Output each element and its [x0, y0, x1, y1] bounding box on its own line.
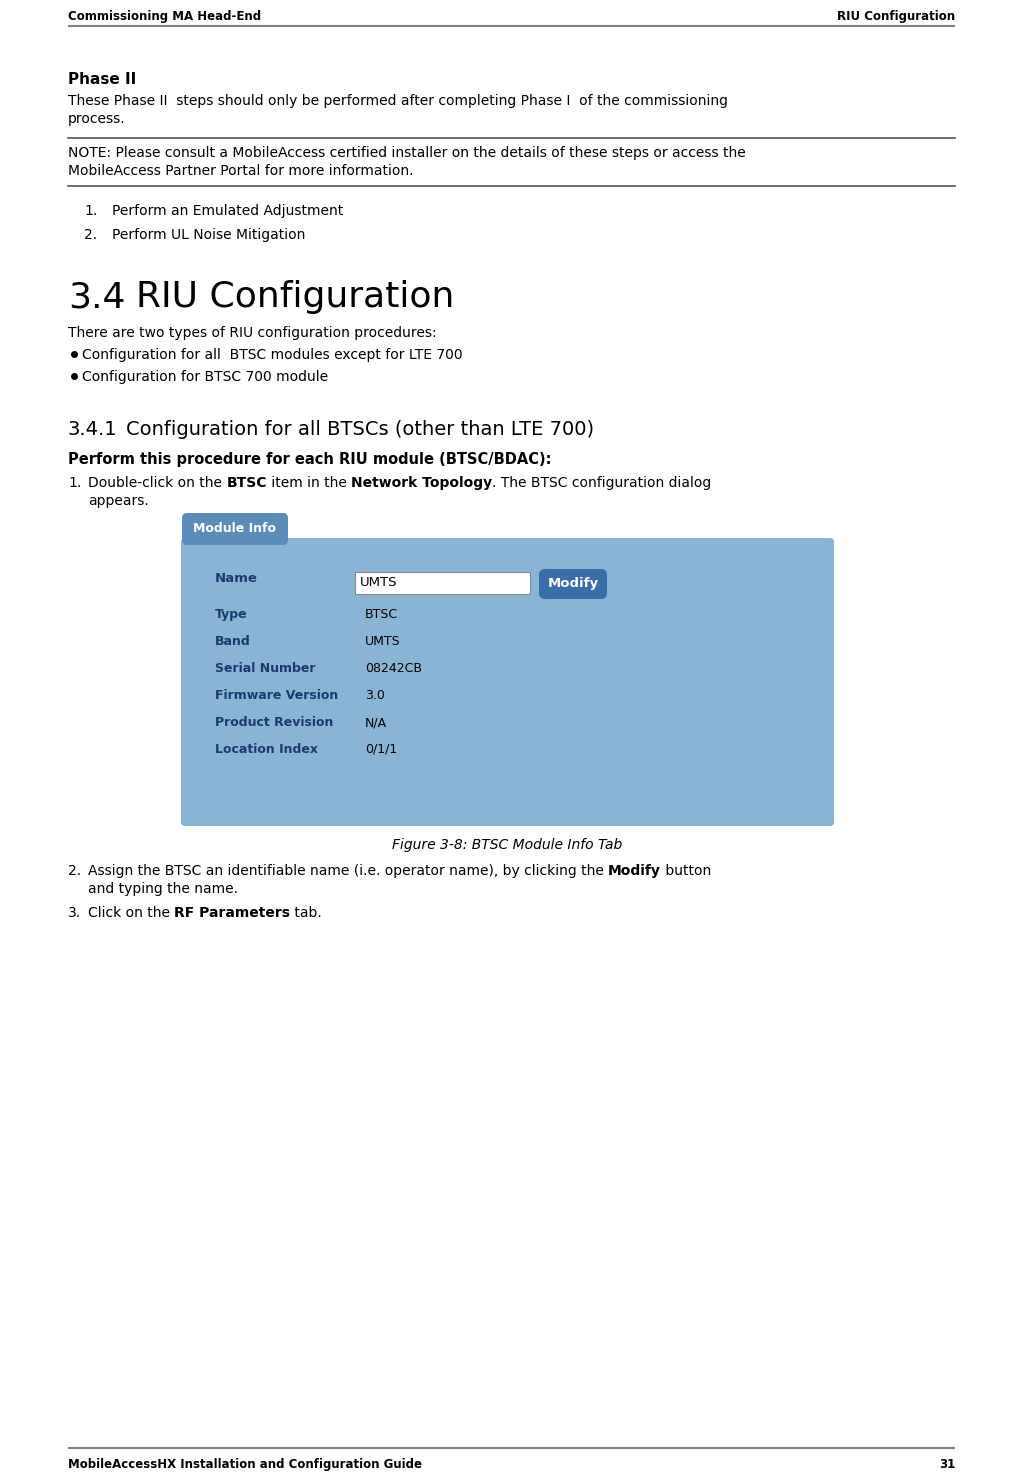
Text: Name: Name — [215, 573, 258, 584]
Text: RIU Configuration: RIU Configuration — [136, 280, 454, 314]
FancyBboxPatch shape — [181, 537, 834, 826]
Text: 3.0: 3.0 — [365, 689, 385, 702]
Text: 0/1/1: 0/1/1 — [365, 743, 397, 757]
Text: 1.: 1. — [68, 475, 82, 490]
Text: Click on the: Click on the — [88, 905, 174, 920]
Text: Serial Number: Serial Number — [215, 662, 316, 676]
Text: NOTE: Please consult a MobileAccess certified installer on the details of these : NOTE: Please consult a MobileAccess cert… — [68, 146, 746, 160]
Text: Configuration for all BTSCs (other than LTE 700): Configuration for all BTSCs (other than … — [126, 420, 594, 439]
Text: item in the: item in the — [267, 475, 352, 490]
Text: 3.: 3. — [68, 905, 82, 920]
Text: Figure 3-8: BTSC Module Info Tab: Figure 3-8: BTSC Module Info Tab — [392, 838, 623, 852]
Text: UMTS: UMTS — [365, 634, 400, 648]
Text: tab.: tab. — [290, 905, 322, 920]
Text: Configuration for all  BTSC modules except for LTE 700: Configuration for all BTSC modules excep… — [82, 347, 463, 362]
Text: Location Index: Location Index — [215, 743, 318, 757]
Text: Perform this procedure for each RIU module (BTSC/BDAC):: Perform this procedure for each RIU modu… — [68, 452, 551, 467]
Text: appears.: appears. — [88, 495, 149, 508]
Text: N/A: N/A — [365, 715, 387, 729]
Text: Modify: Modify — [547, 577, 598, 590]
Text: UMTS: UMTS — [360, 576, 397, 589]
Text: 08242CB: 08242CB — [365, 662, 422, 676]
Text: Perform an Emulated Adjustment: Perform an Emulated Adjustment — [112, 205, 343, 218]
Text: Assign the BTSC an identifiable name (i.e. operator name), by clicking the: Assign the BTSC an identifiable name (i.… — [88, 864, 608, 877]
Text: MobileAccess Partner Portal for more information.: MobileAccess Partner Portal for more inf… — [68, 163, 414, 178]
Text: Network Topology: Network Topology — [352, 475, 492, 490]
Text: BTSC: BTSC — [226, 475, 267, 490]
FancyBboxPatch shape — [539, 570, 607, 599]
Bar — [355, 573, 530, 595]
Text: 2.: 2. — [68, 864, 82, 877]
Text: These Phase II  steps should only be performed after completing Phase I  of the : These Phase II steps should only be perf… — [68, 94, 728, 107]
Text: Perform UL Noise Mitigation: Perform UL Noise Mitigation — [112, 228, 306, 241]
Text: Type: Type — [215, 608, 248, 621]
Text: Commissioning MA Head-End: Commissioning MA Head-End — [68, 10, 261, 24]
Text: 31: 31 — [938, 1457, 955, 1471]
Text: 3.4: 3.4 — [68, 280, 125, 314]
Text: Phase II: Phase II — [68, 72, 137, 87]
Text: Module Info: Module Info — [194, 523, 276, 536]
Text: process.: process. — [68, 112, 125, 127]
Text: Firmware Version: Firmware Version — [215, 689, 338, 702]
Text: There are two types of RIU configuration procedures:: There are two types of RIU configuration… — [68, 325, 436, 340]
Text: RF Parameters: RF Parameters — [174, 905, 290, 920]
Text: Band: Band — [215, 634, 251, 648]
Text: 1.: 1. — [84, 205, 97, 218]
Text: button: button — [661, 864, 711, 877]
Text: MobileAccessHX Installation and Configuration Guide: MobileAccessHX Installation and Configur… — [68, 1457, 422, 1471]
Text: 2.: 2. — [84, 228, 97, 241]
Text: Configuration for BTSC 700 module: Configuration for BTSC 700 module — [82, 369, 328, 384]
Text: Double-click on the: Double-click on the — [88, 475, 226, 490]
Text: Product Revision: Product Revision — [215, 715, 333, 729]
Text: . The BTSC configuration dialog: . The BTSC configuration dialog — [492, 475, 711, 490]
Text: Modify: Modify — [608, 864, 661, 877]
FancyBboxPatch shape — [182, 514, 288, 545]
Text: 3.4.1: 3.4.1 — [68, 420, 117, 439]
Text: BTSC: BTSC — [365, 608, 398, 621]
Text: and typing the name.: and typing the name. — [88, 882, 238, 896]
Text: RIU Configuration: RIU Configuration — [837, 10, 955, 24]
